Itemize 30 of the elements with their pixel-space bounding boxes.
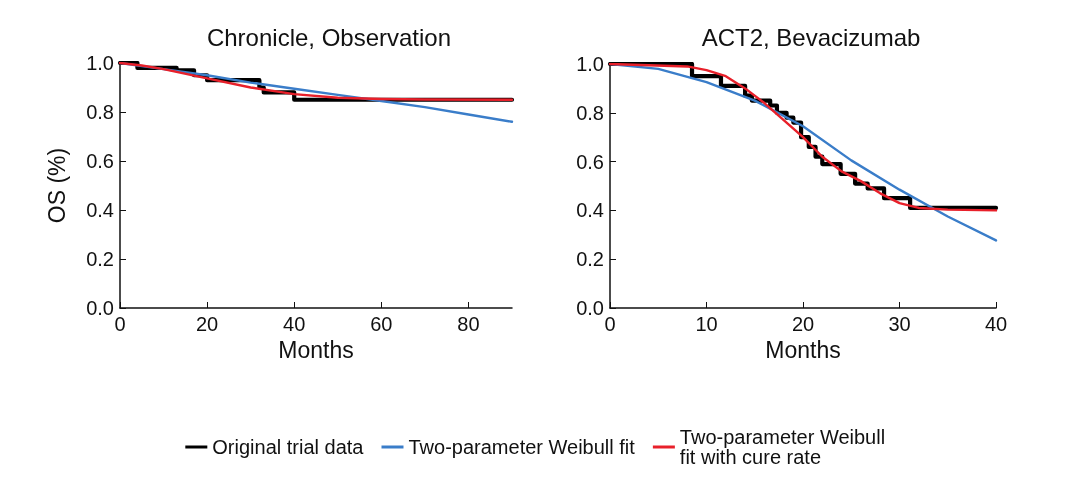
x-tick-label: 0 [114,313,126,335]
y-tick-label: 0.6 [576,150,604,173]
legend-label: Two-parameter Weibull fit [408,436,636,458]
x-tick-label: 10 [695,313,718,335]
x-tick-label: 30 [888,313,911,335]
y-tick-label: 0.4 [576,199,604,222]
x-tick-label: 0 [604,313,616,335]
chart-title: Chronicle, Observation [206,23,452,51]
y-tick-label: 0.6 [86,150,114,172]
y-tick-label: 0.2 [86,248,114,270]
y-tick-label: 0.8 [86,101,114,123]
y-tick-label: 0.4 [86,199,114,221]
x-tick-label: 40 [283,313,306,335]
x-tick-label: 60 [370,313,393,335]
y-axis-title: OS (%) [43,147,70,224]
y-tick-label: 1.0 [576,53,604,75]
x-axis-title: Months [765,337,841,364]
y-tick-label: 0.0 [576,297,604,319]
y-tick-label: 0.2 [576,248,604,271]
legend-label: Two-parameter Weibull fit with cure rate [679,426,891,468]
y-tick-label: 1.0 [86,52,114,74]
x-tick-label: 20 [195,313,219,335]
chart-title: ACT2, Bevacizumab [701,23,921,51]
y-tick-label: 0.0 [86,297,114,319]
x-axis-title: Months [278,337,354,364]
x-tick-label: 80 [457,313,480,335]
x-tick-label: 40 [984,313,1008,335]
y-tick-label: 0.8 [576,101,604,124]
legend-label: Original trial data [212,436,365,458]
x-tick-label: 20 [791,313,815,335]
